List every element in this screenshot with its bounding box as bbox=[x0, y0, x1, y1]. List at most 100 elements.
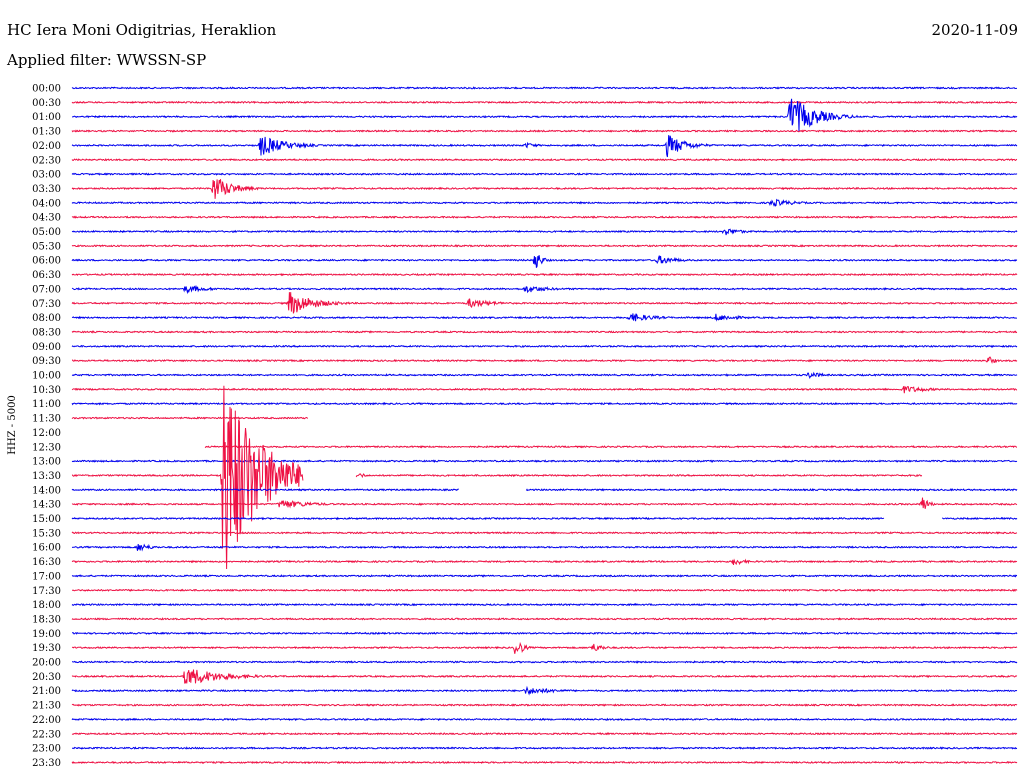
trace-1430 bbox=[71, 497, 1018, 509]
trace-2000 bbox=[72, 660, 1018, 664]
tick-label-1230: 12:30 bbox=[32, 442, 61, 453]
tick-label-0930: 09:30 bbox=[32, 356, 61, 367]
tick-label-0130: 01:30 bbox=[32, 127, 61, 138]
trace-1400 bbox=[71, 487, 1018, 492]
trace-0000 bbox=[71, 86, 1017, 90]
trace-1630 bbox=[71, 558, 1018, 566]
tick-label-0030: 00:30 bbox=[32, 98, 61, 109]
tick-label-2030: 20:30 bbox=[32, 672, 61, 683]
tick-label-1500: 15:00 bbox=[32, 514, 61, 525]
tick-label-0630: 06:30 bbox=[32, 270, 61, 281]
trace-1300 bbox=[71, 459, 1018, 463]
tick-label-0230: 02:30 bbox=[32, 155, 61, 166]
trace-1830 bbox=[71, 617, 1018, 621]
trace-2030 bbox=[71, 669, 1018, 684]
date-label: 2020-11-09 bbox=[931, 21, 1018, 39]
trace-2330 bbox=[71, 760, 1018, 765]
tick-label-1030: 10:30 bbox=[32, 385, 61, 396]
tick-label-1730: 17:30 bbox=[32, 586, 61, 597]
trace-2100 bbox=[71, 685, 1018, 696]
tick-label-1130: 11:30 bbox=[32, 414, 61, 425]
tick-label-2100: 21:00 bbox=[32, 686, 61, 697]
trace-1600 bbox=[71, 543, 1018, 552]
trace-2300 bbox=[72, 746, 1018, 750]
trace-1030 bbox=[71, 385, 1018, 394]
trace-1700 bbox=[71, 574, 1018, 578]
trace-0030 bbox=[71, 100, 1018, 105]
trace-0730 bbox=[71, 292, 1018, 314]
tick-label-1600: 16:00 bbox=[32, 543, 61, 554]
tick-label-1000: 10:00 bbox=[32, 371, 61, 382]
tick-label-0830: 08:30 bbox=[32, 327, 61, 338]
trace-0700 bbox=[71, 285, 1018, 295]
trace-1530 bbox=[71, 531, 1018, 535]
trace-0800 bbox=[71, 313, 1017, 322]
tick-label-0200: 02:00 bbox=[32, 141, 61, 152]
trace-1800 bbox=[71, 602, 1018, 607]
tick-label-1200: 12:00 bbox=[32, 428, 61, 439]
tick-label-1900: 19:00 bbox=[32, 629, 61, 640]
y-axis-label: HHZ - 5000 bbox=[7, 395, 18, 455]
tick-label-0000: 00:00 bbox=[32, 84, 61, 95]
trace-2230 bbox=[71, 732, 1018, 736]
tick-label-1830: 18:30 bbox=[32, 614, 61, 625]
tick-label-0430: 04:30 bbox=[32, 213, 61, 224]
tick-label-1430: 14:30 bbox=[32, 500, 61, 511]
trace-0200 bbox=[71, 135, 1018, 158]
tick-label-0600: 06:00 bbox=[32, 256, 61, 267]
trace-0900 bbox=[71, 344, 1018, 349]
trace-0830 bbox=[71, 330, 1018, 334]
tick-label-0900: 09:00 bbox=[32, 342, 61, 353]
tick-label-1800: 18:00 bbox=[32, 600, 61, 611]
tick-label-1330: 13:30 bbox=[32, 471, 61, 482]
tick-label-2000: 20:00 bbox=[32, 658, 61, 669]
trace-0630 bbox=[71, 272, 1018, 277]
tick-label-2230: 22:30 bbox=[32, 729, 61, 740]
tick-label-0800: 08:00 bbox=[32, 313, 61, 324]
trace-2130 bbox=[71, 703, 1018, 707]
trace-0930 bbox=[71, 356, 1018, 364]
trace-group bbox=[71, 86, 1018, 765]
tick-label-1300: 13:00 bbox=[32, 457, 61, 468]
trace-0230 bbox=[71, 157, 1018, 162]
trace-1930 bbox=[71, 641, 1018, 654]
tick-label-2300: 23:00 bbox=[32, 744, 61, 755]
trace-0130 bbox=[71, 129, 1018, 133]
trace-1100 bbox=[71, 401, 1018, 406]
tick-label-2200: 22:00 bbox=[32, 715, 61, 726]
trace-1330 bbox=[71, 385, 923, 570]
trace-1230 bbox=[204, 444, 1017, 449]
tick-label-1100: 11:00 bbox=[32, 399, 61, 410]
station-title: HC Iera Moni Odigitrias, Heraklion bbox=[7, 21, 277, 39]
tick-label-1400: 14:00 bbox=[32, 485, 61, 496]
tick-label-1530: 15:30 bbox=[32, 528, 61, 539]
tick-label-0400: 04:00 bbox=[32, 198, 61, 209]
trace-2200 bbox=[71, 717, 1017, 722]
tick-label-0700: 07:00 bbox=[32, 284, 61, 295]
trace-0330 bbox=[71, 179, 1018, 199]
tick-label-0300: 03:00 bbox=[32, 170, 61, 181]
tick-label-0530: 05:30 bbox=[32, 241, 61, 252]
trace-0600 bbox=[71, 255, 1018, 268]
tick-label-0500: 05:00 bbox=[32, 227, 61, 238]
trace-0500 bbox=[71, 228, 1018, 236]
tick-labels: 00:00 00:30 01:00 01:30 02:00 02:30 03:00 03:30… bbox=[32, 84, 61, 769]
filter-label: Applied filter: WWSSN-SP bbox=[7, 51, 207, 69]
trace-1000 bbox=[71, 371, 1018, 380]
trace-1500 bbox=[71, 516, 1018, 521]
tick-label-1700: 17:00 bbox=[32, 571, 61, 582]
trace-0430 bbox=[71, 215, 1018, 219]
trace-1130 bbox=[71, 416, 309, 420]
tick-label-2330: 23:30 bbox=[32, 758, 61, 769]
tick-label-2130: 21:30 bbox=[32, 701, 61, 712]
trace-1900 bbox=[71, 631, 1018, 636]
tick-label-1630: 16:30 bbox=[32, 557, 61, 568]
tick-label-0730: 07:30 bbox=[32, 299, 61, 310]
trace-0100 bbox=[72, 98, 1018, 132]
trace-0400 bbox=[71, 198, 1018, 207]
trace-0300 bbox=[71, 172, 1018, 176]
trace-0530 bbox=[71, 244, 1018, 248]
tick-label-1930: 19:30 bbox=[32, 643, 61, 654]
tick-label-0100: 01:00 bbox=[32, 112, 61, 123]
